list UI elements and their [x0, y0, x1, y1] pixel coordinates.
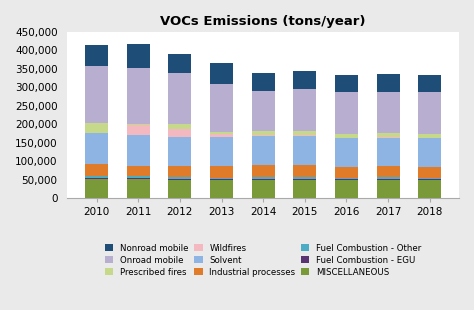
Bar — [210, 64, 233, 84]
Bar — [377, 138, 400, 166]
Bar — [127, 125, 150, 135]
Bar — [418, 138, 441, 167]
Bar — [85, 178, 108, 179]
Bar — [127, 68, 150, 124]
Bar — [418, 178, 441, 179]
Bar — [335, 138, 358, 167]
Bar — [335, 179, 358, 180]
Bar — [418, 167, 441, 178]
Legend: Nonroad mobile, Onroad mobile, Prescribed fires, Wildfires, Solvent, Industrial : Nonroad mobile, Onroad mobile, Prescribe… — [105, 244, 421, 277]
Bar — [210, 166, 233, 178]
Bar — [85, 122, 108, 133]
Bar — [168, 54, 191, 73]
Bar — [418, 179, 441, 180]
Bar — [127, 179, 150, 198]
Bar — [168, 129, 191, 137]
Bar — [377, 74, 400, 91]
Bar — [335, 92, 358, 134]
Bar — [168, 177, 191, 179]
Bar — [252, 73, 274, 91]
Bar — [168, 73, 191, 124]
Bar — [377, 137, 400, 138]
Bar — [168, 124, 191, 129]
Bar — [252, 165, 274, 177]
Bar — [85, 176, 108, 178]
Bar — [293, 89, 316, 131]
Bar — [418, 134, 441, 138]
Bar — [127, 176, 150, 178]
Bar — [252, 91, 274, 131]
Bar — [127, 124, 150, 125]
Bar — [293, 177, 316, 179]
Bar — [168, 179, 191, 198]
Bar — [377, 179, 400, 198]
Bar — [418, 180, 441, 198]
Bar — [293, 131, 316, 135]
Bar — [127, 166, 150, 176]
Bar — [85, 45, 108, 66]
Bar — [85, 66, 108, 122]
Bar — [210, 180, 233, 198]
Bar — [210, 178, 233, 179]
Bar — [335, 180, 358, 198]
Bar — [127, 44, 150, 68]
Bar — [293, 136, 316, 165]
Bar — [377, 177, 400, 179]
Title: VOCs Emissions (tons/year): VOCs Emissions (tons/year) — [160, 15, 366, 28]
Bar — [210, 137, 233, 166]
Bar — [252, 135, 274, 136]
Bar — [85, 164, 108, 176]
Bar — [335, 75, 358, 92]
Bar — [85, 133, 108, 164]
Bar — [293, 165, 316, 177]
Bar — [377, 166, 400, 177]
Bar — [335, 134, 358, 138]
Bar — [293, 71, 316, 89]
Bar — [168, 166, 191, 177]
Bar — [377, 133, 400, 137]
Bar — [293, 179, 316, 198]
Bar — [127, 178, 150, 179]
Bar — [252, 131, 274, 135]
Bar — [335, 167, 358, 178]
Bar — [210, 84, 233, 132]
Bar — [210, 134, 233, 137]
Bar — [210, 179, 233, 180]
Bar — [252, 136, 274, 165]
Bar — [85, 179, 108, 198]
Bar — [377, 91, 400, 133]
Bar — [252, 177, 274, 179]
Bar — [252, 179, 274, 198]
Bar — [418, 75, 441, 92]
Bar — [127, 135, 150, 166]
Bar — [418, 92, 441, 134]
Bar — [335, 178, 358, 179]
Bar — [293, 135, 316, 136]
Bar — [168, 137, 191, 166]
Bar — [210, 132, 233, 134]
